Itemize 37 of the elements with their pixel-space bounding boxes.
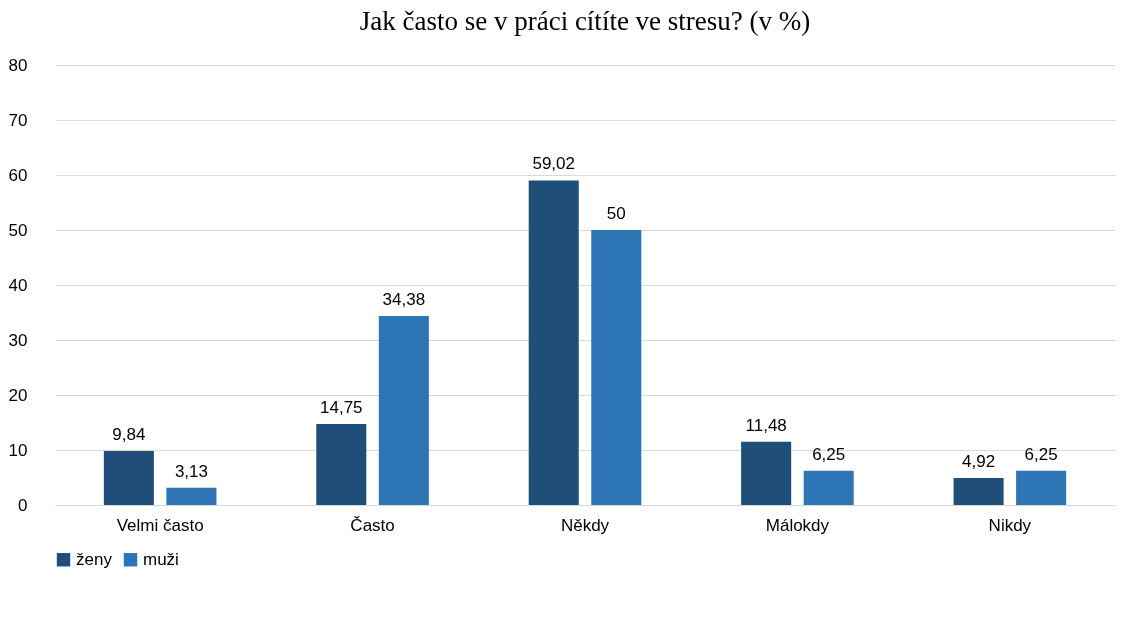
bar — [1016, 470, 1067, 505]
x-tick-label: Málokdy — [765, 515, 830, 535]
legend-label: ženy — [76, 549, 113, 569]
y-tick-label: 0 — [18, 495, 28, 515]
x-tick-label: Někdy — [560, 515, 610, 535]
y-tick-label: 80 — [8, 55, 28, 75]
y-tick-label: 30 — [8, 330, 28, 350]
y-tick-label: 40 — [8, 275, 28, 295]
data-label: 6,25 — [812, 444, 846, 464]
y-tick-label: 20 — [8, 385, 28, 405]
bar — [378, 315, 429, 505]
bar — [591, 230, 642, 505]
bar — [803, 470, 854, 505]
bar — [316, 423, 367, 505]
chart-title: Jak často se v práci cítíte ve stresu? (v %) — [359, 6, 811, 36]
x-tick-label: Velmi často — [116, 515, 204, 535]
y-tick-label: 50 — [8, 220, 28, 240]
data-label: 4,92 — [962, 451, 996, 471]
legend-label: muži — [143, 549, 179, 569]
data-label: 3,13 — [174, 461, 208, 481]
x-tick-label: Nikdy — [988, 515, 1032, 535]
y-tick-label: 60 — [8, 165, 28, 185]
x-tick-label: Často — [350, 515, 395, 535]
data-label: 11,48 — [745, 415, 787, 435]
data-label: 50 — [606, 204, 626, 223]
bar — [103, 450, 154, 505]
data-label: 59,02 — [532, 154, 575, 174]
bar — [166, 487, 217, 505]
bar — [953, 477, 1004, 505]
y-tick-label: 10 — [8, 440, 28, 460]
data-label: 34,38 — [382, 289, 426, 309]
data-label: 14,75 — [320, 397, 363, 417]
bar — [528, 180, 579, 505]
bar — [741, 441, 792, 505]
y-tick-label: 70 — [8, 110, 28, 130]
data-label: 9,84 — [112, 424, 146, 444]
data-label: 6,25 — [1024, 444, 1058, 464]
